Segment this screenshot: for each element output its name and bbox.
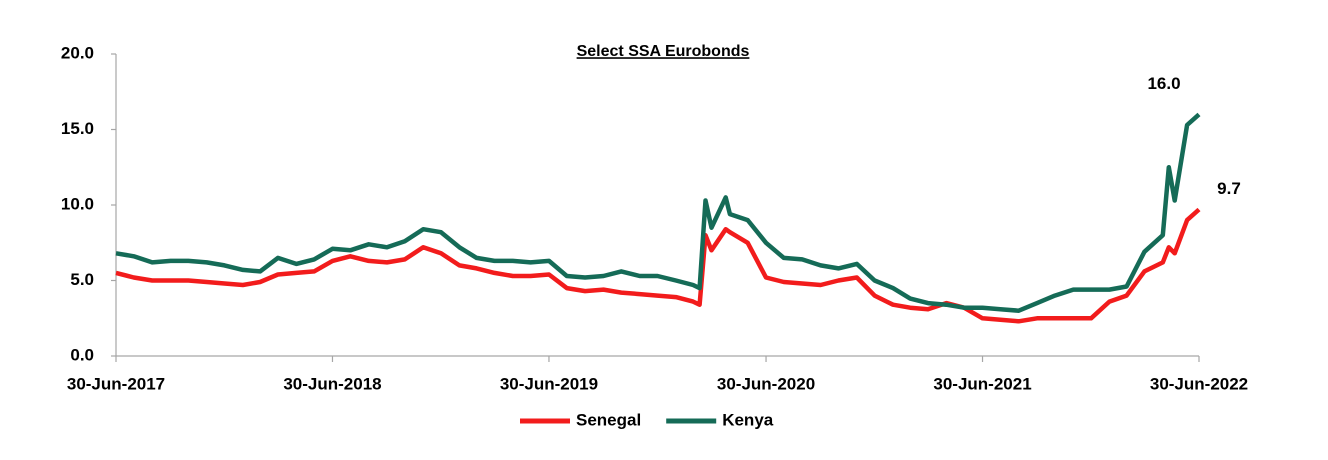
- x-tick-label: 30-Jun-2019: [500, 374, 598, 393]
- x-tick-label: 30-Jun-2021: [933, 374, 1031, 393]
- legend-label: Senegal: [576, 410, 641, 429]
- data-label: 9.7: [1217, 179, 1241, 198]
- y-tick-label: 5.0: [70, 270, 94, 289]
- legend-label: Kenya: [722, 410, 774, 429]
- y-tick-label: 20.0: [61, 43, 94, 62]
- x-tick-label: 30-Jun-2020: [717, 374, 815, 393]
- x-tick-label: 30-Jun-2018: [283, 374, 381, 393]
- chart-title: Select SSA Eurobonds: [577, 43, 750, 60]
- y-tick-label: 10.0: [61, 194, 94, 213]
- x-tick-label: 30-Jun-2022: [1150, 374, 1248, 393]
- y-tick-label: 0.0: [70, 345, 94, 364]
- series-line: [115, 207, 1201, 324]
- data-label: 16.0: [1147, 74, 1180, 93]
- x-tick-label: 30-Jun-2017: [67, 374, 165, 393]
- y-tick-label: 15.0: [61, 119, 94, 138]
- series-line: [115, 112, 1201, 313]
